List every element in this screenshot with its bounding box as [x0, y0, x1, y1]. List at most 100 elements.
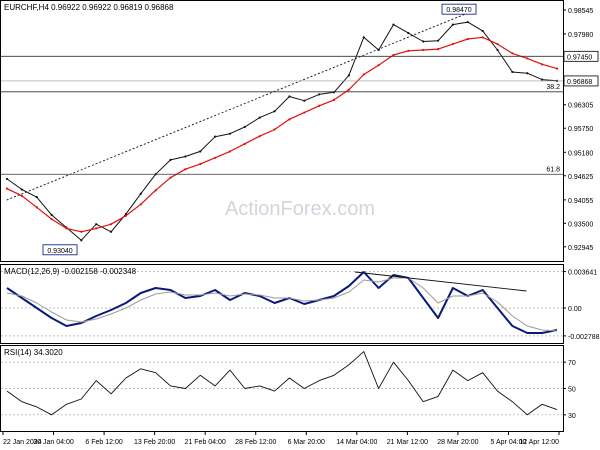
price-panel: ActionForex.com 0.98470 0.93040 38.2 61.8 0…	[0, 0, 599, 262]
chart-header: EURCHF,H4 0.96922 0.96922 0.96819 0.9686…	[4, 3, 174, 12]
moving-average-line-point	[169, 176, 172, 179]
last-price-tag: 0.96868	[563, 75, 599, 87]
moving-average-line-point	[243, 142, 246, 145]
last-price-label: 0.96868	[567, 79, 592, 86]
moving-average-line-point	[511, 52, 514, 55]
price-marks: 0.98470 0.93040 38.2 61.8	[1, 3, 563, 256]
price-line-point	[526, 72, 529, 75]
moving-average-line-point	[124, 214, 128, 217]
y-tick-label: -0.002788	[568, 334, 600, 341]
price-line-point	[80, 239, 83, 242]
moving-average-line-point	[109, 223, 113, 226]
fibonacci-label: 38.2	[546, 84, 560, 91]
x-tick-label: 14 Mar 04:00	[336, 439, 377, 446]
moving-average-line-point	[436, 48, 440, 51]
x-tick-label: 13 Feb 20:00	[134, 439, 175, 446]
macd-line	[6, 271, 558, 334]
price-line-point	[541, 78, 544, 81]
moving-average-line-point	[80, 230, 83, 233]
price-axis: 0.98545 0.97980 0.97450 0.96305 0.95750 0.951…	[563, 8, 599, 252]
level-tag-label: 0.97450	[567, 54, 592, 61]
rsi-axis: 70 50 30	[563, 360, 576, 420]
moving-average-line-point	[228, 150, 232, 153]
moving-average-line-point	[258, 135, 261, 138]
price-line-point	[466, 20, 469, 24]
y-tick-label: 0.98545	[568, 8, 593, 15]
moving-average-line-point	[214, 156, 217, 159]
x-tick-label: 28 Feb 12:00	[235, 439, 276, 446]
moving-average-line-point	[362, 73, 365, 76]
x-tick-label: 6 Mar 20:00	[288, 439, 325, 446]
rsi-marks	[6, 351, 558, 416]
price-callout-box	[441, 3, 477, 15]
watermark: ActionForex.com	[225, 198, 375, 220]
price-line-point	[303, 99, 306, 102]
price-line-point	[20, 188, 23, 191]
price-callout-box	[42, 244, 78, 256]
trendline	[355, 271, 527, 292]
price-line-point	[496, 48, 499, 52]
price-line-point	[481, 29, 484, 33]
price-callout: 0.98470	[441, 3, 477, 15]
moving-average-line-point	[184, 168, 187, 171]
signal-line	[6, 277, 558, 332]
moving-average-line-point	[392, 53, 395, 57]
y-tick-label: 30	[568, 413, 576, 420]
price-line-point	[392, 23, 395, 26]
moving-average-line-point	[20, 194, 23, 197]
price-line-point	[347, 74, 350, 77]
price-line-point	[318, 93, 321, 96]
y-tick-label: 0.94625	[568, 174, 593, 181]
price-line-point	[95, 223, 98, 226]
macd-title: MACD(12,26,9) -0.002158 -0.002348	[4, 267, 137, 276]
price-panel-border	[0, 0, 564, 262]
price-line-point	[109, 230, 113, 233]
moving-average-line-point	[303, 111, 306, 114]
price-line-point	[139, 192, 142, 195]
y-tick-label: 0.94055	[568, 198, 593, 205]
x-tick-label: 30 Jan 04:00	[33, 439, 74, 446]
rsi-title: RSI(14) 34.3020	[4, 348, 63, 357]
moving-average-line-point	[422, 48, 425, 52]
moving-average-line-point	[154, 189, 157, 192]
x-tick-label: 28 Mar 20:00	[437, 439, 478, 446]
rsi-line	[6, 351, 558, 416]
price-callout: 0.93040	[42, 244, 78, 256]
rsi-grid	[1, 361, 563, 416]
price-callout-label: 0.98470	[446, 7, 471, 14]
moving-average-line-point	[5, 187, 9, 190]
macd-axis: 0.003641 0.00 -0.002788	[563, 270, 600, 341]
moving-average-line-point	[407, 49, 410, 52]
last-price-box	[563, 75, 599, 87]
moving-average-line-point	[526, 57, 529, 60]
price-line-point	[199, 150, 202, 153]
price-line-point	[228, 132, 232, 135]
y-tick-label: 0.96305	[568, 103, 593, 110]
moving-average-line-point	[466, 37, 469, 41]
x-tick-label: 5 Apr 04:00	[491, 439, 527, 446]
rsi-panel: 70 50 30 RSI(14) 34.3020	[0, 345, 576, 432]
moving-average-line-point	[555, 67, 559, 70]
macd-marks	[6, 271, 558, 334]
price-line-point	[258, 116, 261, 119]
macd-panel-border	[0, 264, 564, 344]
y-tick-label: 0.00	[568, 306, 582, 313]
macd-panel: 0.003641 0.00 -0.002788 MACD(12,26,9) -0.0…	[0, 264, 600, 344]
price-line	[6, 21, 558, 241]
moving-average-line-point	[199, 163, 202, 166]
moving-average-line	[6, 36, 558, 233]
y-tick-label: 0.93500	[568, 221, 593, 228]
price-line-point	[511, 70, 514, 74]
price-line-point	[169, 158, 172, 162]
price-callout-label: 0.93040	[47, 248, 72, 255]
x-tick-label: 12 Apr 12:00	[519, 439, 559, 446]
price-line-point	[273, 110, 276, 113]
price-line-point	[422, 40, 425, 43]
y-tick-label: 0.97980	[568, 32, 593, 39]
price-line-point	[184, 155, 187, 158]
y-tick-label: 70	[568, 360, 576, 367]
level-tag-box	[563, 50, 599, 62]
y-tick-label: 50	[568, 387, 576, 394]
